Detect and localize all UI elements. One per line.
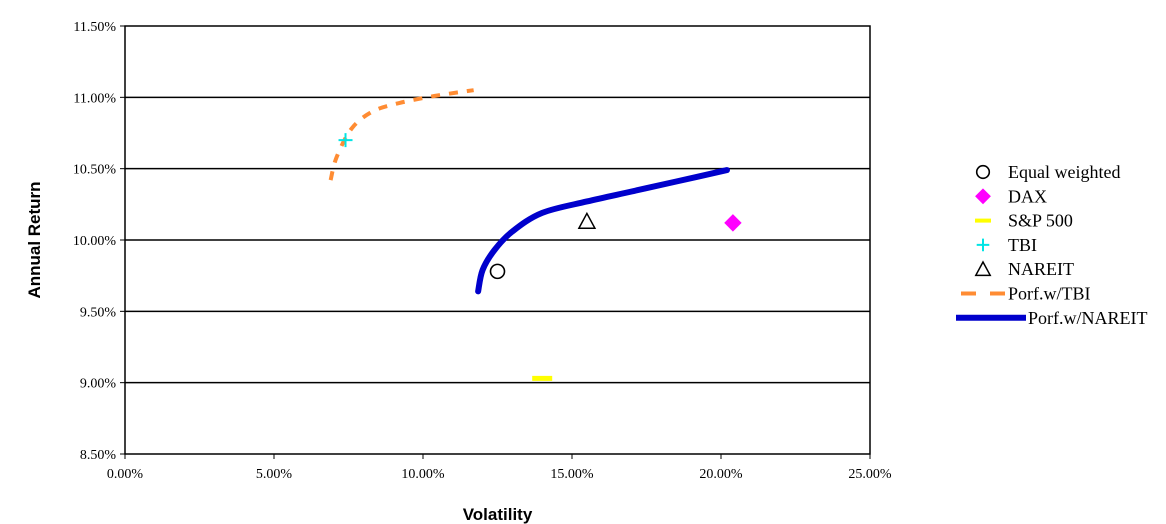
- point-s-p-500: [532, 375, 553, 381]
- legend-label-nareit: NAREIT: [1008, 259, 1074, 279]
- x-tick-label: 10.00%: [401, 467, 445, 482]
- y-tick-label: 10.50%: [73, 163, 117, 178]
- legend-label-porf-w-tbi: Porf.w/TBI: [1008, 284, 1091, 304]
- x-tick-label: 20.00%: [699, 467, 743, 482]
- legend-swatch-s-p-500: [975, 218, 991, 223]
- legend-label-porf-w-nareit: Porf.w/NAREIT: [1028, 308, 1148, 328]
- legend-swatch-dax: [975, 188, 991, 205]
- grid-layer: [125, 96, 870, 384]
- legend-label-dax: DAX: [1008, 186, 1047, 206]
- series-line-porf-w-nareit: [475, 167, 730, 295]
- x-axis-title: Volatility: [463, 505, 533, 524]
- point-equal-weighted: [489, 263, 506, 280]
- y-tick-label: 10.00%: [73, 234, 117, 249]
- tick-layer: 8.50% 9.00% 9.50% 10.00% 10.50% 11.00% 11.50% 0…: [73, 20, 892, 482]
- y-axis-title: Annual Return: [25, 181, 44, 298]
- series-line-porf-w-tbi: [328, 88, 474, 181]
- legend-label-s-p-500: S&P 500: [1008, 211, 1073, 231]
- x-tick-label: 5.00%: [256, 467, 293, 482]
- legend-swatch-equal-weighted: [975, 164, 991, 180]
- legend-label-tbi: TBI: [1008, 235, 1037, 255]
- y-tick-label: 11.00%: [73, 91, 116, 106]
- series-layer: [328, 88, 742, 381]
- legend-label-equal-weighted: Equal weighted: [1008, 162, 1120, 182]
- y-tick-label: 11.50%: [73, 20, 116, 35]
- y-tick-label: 9.50%: [80, 305, 117, 320]
- legend-swatch-tbi: [976, 238, 990, 252]
- y-tick-label: 9.00%: [80, 377, 117, 392]
- x-tick-label: 15.00%: [550, 467, 594, 482]
- point-nareit: [577, 211, 597, 230]
- point-tbi: [338, 133, 353, 148]
- x-tick-label: 0.00%: [107, 467, 144, 482]
- y-tick-label: 8.50%: [80, 448, 117, 463]
- x-tick-label: 25.00%: [848, 467, 892, 482]
- legend-swatch-nareit: [974, 260, 992, 277]
- legend: Equal weighted DAX S&P 500 TBI NAREIT Porf.w/…: [956, 162, 1148, 328]
- point-dax: [724, 214, 742, 232]
